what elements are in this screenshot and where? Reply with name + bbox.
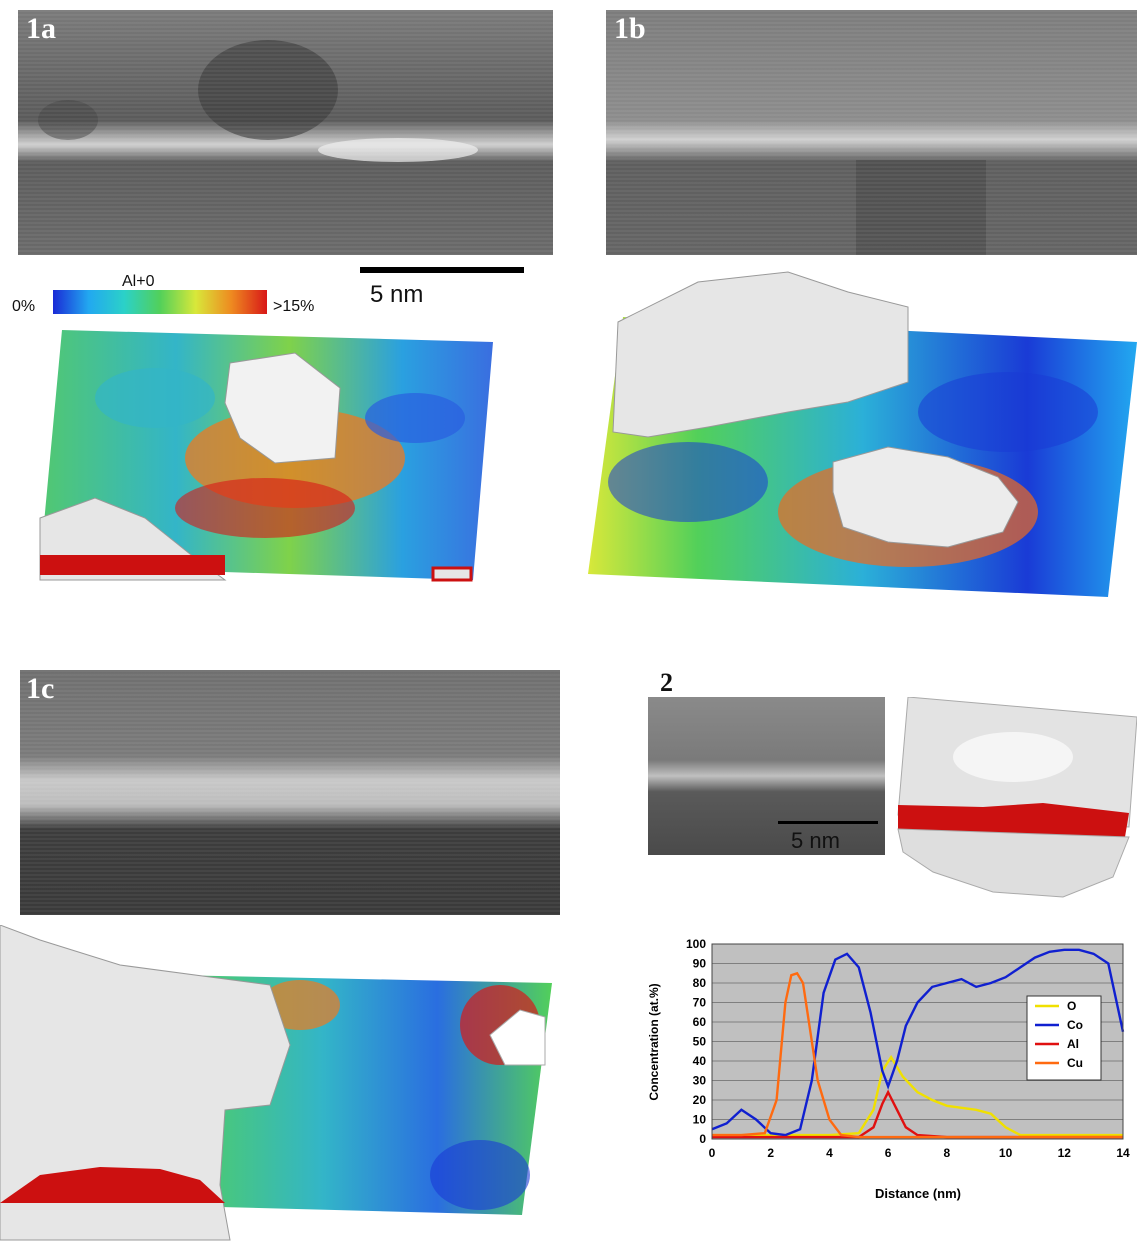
y-tick-label: 90 bbox=[693, 957, 707, 971]
tem-image-1c-graphic bbox=[20, 670, 560, 915]
legend-label-o: O bbox=[1067, 999, 1076, 1013]
x-tick-label: 12 bbox=[1058, 1146, 1072, 1160]
panel-label-1a: 1a bbox=[26, 12, 56, 45]
tem-image-1b: 1b bbox=[606, 10, 1137, 255]
x-tick-label: 0 bbox=[709, 1146, 716, 1160]
scalebar-2-label: 5 nm bbox=[791, 828, 840, 853]
y-tick-label: 100 bbox=[686, 937, 706, 951]
tem-image-1c: 1c bbox=[20, 670, 560, 915]
plot-border bbox=[711, 943, 1124, 1140]
tem-image-1a: 1a bbox=[18, 10, 553, 255]
series-lines bbox=[711, 948, 1125, 1139]
y-tick-label: 20 bbox=[693, 1093, 707, 1107]
atom-map-1b bbox=[588, 271, 1137, 597]
concentration-profile-chart: 0 10 20 30 40 50 60 70 80 90 100 0 2 4 6 8 10 12 14 Concen… bbox=[647, 937, 1130, 1201]
legend-label-co: Co bbox=[1067, 1018, 1083, 1032]
x-axis-label: Distance (nm) bbox=[875, 1186, 961, 1201]
x-tick-label: 6 bbox=[885, 1146, 892, 1160]
atom-map-1c bbox=[0, 925, 552, 1241]
tem-image-1a-graphic bbox=[18, 10, 553, 255]
y-tick-label: 70 bbox=[693, 996, 707, 1010]
series-line-o bbox=[712, 1054, 1123, 1137]
x-tick-label: 8 bbox=[944, 1146, 951, 1160]
legend-label-cu: Cu bbox=[1067, 1056, 1083, 1070]
x-tick-label: 10 bbox=[999, 1146, 1013, 1160]
y-tick-label: 10 bbox=[693, 1113, 707, 1127]
colorbar-min-label: 0% bbox=[12, 298, 36, 315]
tem-image-2: 5 nm bbox=[648, 697, 885, 855]
scalebar-main-label: 5 nm bbox=[370, 281, 424, 308]
panel-label-1c: 1c bbox=[26, 672, 55, 705]
tem-image-1b-graphic bbox=[606, 10, 1137, 255]
x-tick-label: 4 bbox=[826, 1146, 833, 1160]
colorbar-title: Al+0 bbox=[122, 273, 155, 290]
atom-map-2 bbox=[897, 697, 1137, 898]
scalebar-main bbox=[360, 267, 524, 273]
tem-image-2-graphic bbox=[648, 697, 885, 855]
panel-label-2: 2 bbox=[660, 668, 673, 697]
series-line-cu bbox=[712, 971, 1123, 1139]
legend-label-al: Al bbox=[1067, 1037, 1079, 1051]
y-tick-label: 0 bbox=[699, 1132, 706, 1146]
legend-box bbox=[1026, 995, 1102, 1081]
colorbar-max-label: >15% bbox=[273, 298, 315, 315]
colorbar bbox=[53, 290, 267, 314]
scalebar-2 bbox=[778, 821, 878, 824]
y-tick-label: 30 bbox=[693, 1074, 707, 1088]
y-axis-label: Concentration (at.%) bbox=[647, 983, 661, 1100]
y-tick-label: 40 bbox=[693, 1054, 707, 1068]
legend: O Co Al Cu bbox=[1026, 995, 1102, 1081]
atom-map-1a bbox=[39, 330, 493, 582]
series-line-co bbox=[711, 948, 1125, 1137]
y-tick-label: 80 bbox=[693, 976, 707, 990]
axis-ticks: 0 10 20 30 40 50 60 70 80 90 100 0 2 4 6 8 10 12 14 bbox=[686, 937, 1130, 1160]
x-tick-label: 2 bbox=[767, 1146, 774, 1160]
y-tick-label: 60 bbox=[693, 1015, 707, 1029]
x-tick-label: 14 bbox=[1116, 1146, 1130, 1160]
y-tick-label: 50 bbox=[693, 1035, 707, 1049]
panel-label-1b: 1b bbox=[614, 12, 646, 45]
